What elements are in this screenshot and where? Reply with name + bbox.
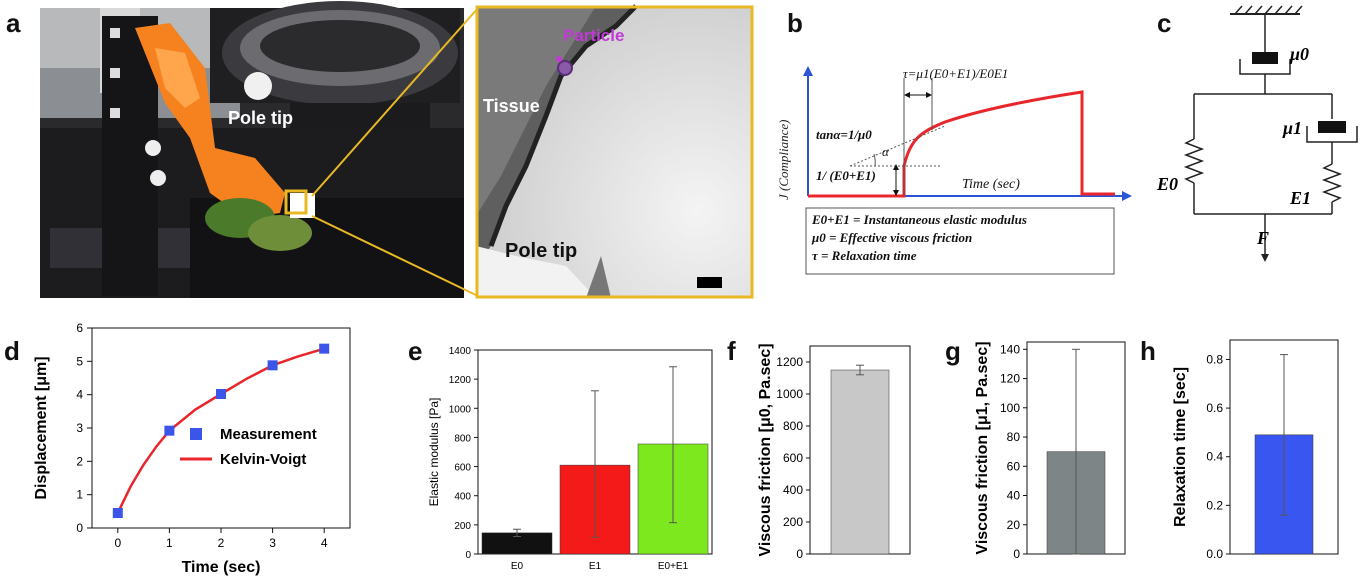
mu1-label: μ1 [1283, 118, 1303, 138]
y-tick-label: 2 [76, 454, 83, 468]
y-tick-label: 60 [1007, 459, 1021, 473]
y-axis-label: Elastic modulus [Pa] [427, 398, 441, 507]
y-tick-label: 400 [454, 492, 471, 503]
y-tick-label: 5 [76, 354, 83, 368]
x-axis-label: Time (sec) [182, 559, 261, 576]
photo-pole-tip-label: Pole tip [228, 108, 294, 128]
bar [830, 369, 890, 555]
y-tick-label: 600 [783, 451, 803, 465]
legend-label-measurement: Measurement [220, 426, 317, 443]
inset-pole-tip-label: Pole tip [505, 240, 578, 262]
y-tick-label: 100 [1000, 401, 1020, 415]
y-tick-label: 0.4 [1206, 450, 1223, 464]
measurement-point [164, 425, 175, 436]
y-tick-label: 0.8 [1206, 352, 1223, 366]
legend-line-2: μ0 = Effective viscous friction [812, 230, 973, 245]
inset-micrograph [475, 4, 754, 299]
y-tick-label: 0.0 [1206, 547, 1223, 561]
y-axis-label: Displacement [μm] [33, 356, 50, 499]
y-tick-label: 400 [783, 483, 803, 497]
measurement-point [267, 360, 278, 371]
y-tick-label: 0 [1013, 547, 1020, 561]
mu0-label: μ0 [1290, 44, 1310, 64]
panel-label-b: b [787, 8, 803, 38]
alpha-symbol: α [882, 144, 889, 159]
chart-displacement: 0 1 2 3 4 5 6 0 1 2 3 4 Time (sec) Displacement [μm] M… [33, 321, 351, 576]
legend-line-1: E0+E1 = Instantaneous elastic modulus [812, 212, 1027, 227]
y-tick-label: 3 [76, 421, 83, 435]
jump-equation: 1/ (E0+E1) [816, 168, 876, 183]
y-tick-label: 600 [454, 463, 471, 474]
y-axis-label: Viscous friction [μ0, Pa.sec] [757, 343, 774, 556]
legend-label-fit: Kelvin-Voigt [220, 451, 306, 468]
x-tick-label: 4 [321, 536, 328, 550]
chart-viscous-friction-mu1: 0 20 40 60 80 100 120 140 Viscous friction [μ1, … [974, 341, 1126, 561]
fit-line [116, 347, 325, 514]
chart-relaxation-time: 0.0 0.2 0.4 0.6 0.8 Relaxation time [sec] [1172, 339, 1339, 561]
panel-label-g: g [945, 336, 961, 366]
compliance-curve [808, 90, 1115, 198]
compliance-xlabel: Time (sec) [962, 177, 1020, 192]
y-tick-label: 120 [1000, 372, 1020, 386]
panel-label-c: c [1157, 8, 1172, 38]
x-tick-label: E1 [589, 561, 602, 572]
x-tick-label: 2 [218, 536, 225, 550]
force-label: F [1257, 228, 1270, 248]
x-tick-label: 0 [114, 536, 121, 550]
x-tick-label: 1 [166, 536, 173, 550]
y-tick-label: 1200 [776, 355, 803, 369]
y-tick-label: 0 [465, 550, 471, 561]
inset-connector-lines [311, 7, 479, 297]
y-tick-label: 140 [1000, 342, 1020, 356]
legend-marker-measurement [190, 428, 202, 440]
y-tick-label: 20 [1007, 518, 1021, 532]
y-tick-label: 1400 [449, 346, 472, 357]
e1-label: E1 [1290, 188, 1312, 208]
x-tick-label: E0+E1 [658, 561, 689, 572]
y-tick-label: 0.2 [1206, 498, 1223, 512]
panel-label-f: f [727, 336, 736, 366]
y-tick-label: 1000 [776, 387, 803, 401]
x-tick-label: 3 [269, 536, 276, 550]
viscoelastic-model-diagram [1183, 5, 1358, 262]
y-tick-label: 0.6 [1206, 401, 1223, 415]
y-tick-label: 800 [454, 433, 471, 444]
panel-label-d: d [4, 336, 20, 366]
legend-line-3: τ = Relaxation time [812, 248, 917, 263]
y-tick-label: 40 [1007, 489, 1021, 503]
panel-label-e: e [408, 336, 423, 366]
y-axis-label: Relaxation time [sec] [1172, 367, 1189, 527]
e0-label: E0 [1157, 174, 1179, 194]
panel-label-a: a [6, 8, 21, 38]
y-tick-label: 1200 [449, 375, 472, 386]
y-tick-label: 0 [76, 521, 83, 535]
inset-particle-label: Particle [563, 26, 625, 45]
y-tick-label: 6 [76, 321, 83, 335]
y-tick-label: 80 [1007, 430, 1021, 444]
chart-elastic-modulus: 0 200 400 600 800 1000 1200 1400 E0 E1 E0+E1 Elasti… [427, 346, 713, 572]
y-tick-label: 1000 [449, 404, 472, 415]
measurement-point [319, 343, 330, 354]
compliance-schematic [803, 66, 1132, 275]
tau-equation: τ=μ1(E0+E1)/E0E1 [903, 66, 1009, 81]
panel-label-h: h [1140, 336, 1156, 366]
y-tick-label: 200 [454, 521, 471, 532]
compliance-legend: E0+E1 = Instantaneous elastic modulus μ0… [812, 211, 1027, 265]
y-tick-label: 200 [783, 515, 803, 529]
photo-setup [40, 1, 464, 298]
y-axis-label: Viscous friction [μ1, Pa.sec] [974, 341, 991, 554]
y-tick-label: 800 [783, 419, 803, 433]
inset-tissue-label: Tissue [483, 96, 540, 116]
y-tick-label: 1 [76, 488, 83, 502]
compliance-ylabel: J (Compliance) [776, 119, 791, 200]
measurement-point [112, 508, 123, 518]
measurement-point [216, 389, 226, 399]
y-tick-label: 0 [796, 547, 803, 561]
tan-alpha-equation: tanα=1/μ0 [816, 127, 872, 142]
x-tick-label: E0 [511, 561, 524, 572]
y-tick-label: 4 [76, 388, 83, 402]
